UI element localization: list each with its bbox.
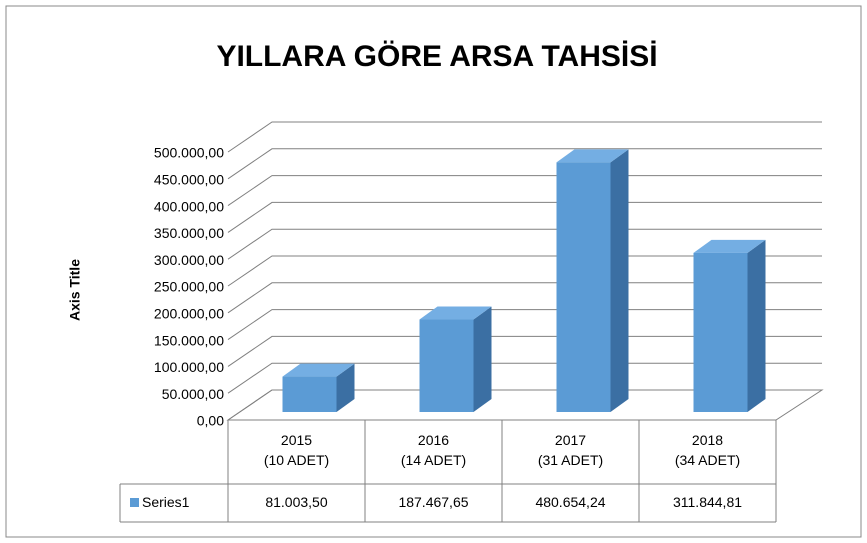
bar-side — [610, 149, 629, 412]
grid-line — [227, 255, 822, 287]
grid-line — [227, 121, 822, 153]
y-tick-label: 450.000,00 — [154, 172, 224, 188]
grid-line — [227, 175, 822, 207]
y-tick-label: 50.000,00 — [162, 386, 224, 402]
bar — [693, 252, 748, 412]
y-tick-label: 350.000,00 — [154, 225, 224, 241]
grid-line — [227, 282, 822, 314]
bar — [419, 319, 474, 412]
data-label: 311.844,81 — [672, 494, 743, 510]
grid-line — [227, 335, 822, 367]
y-tick-label: 0,00 — [197, 413, 224, 429]
y-tick-label: 400.000,00 — [154, 198, 224, 214]
bar-side — [747, 239, 766, 412]
data-label: 480.654,24 — [535, 494, 606, 510]
y-tick-label: 250.000,00 — [154, 279, 224, 295]
grid-line — [227, 309, 822, 341]
y-tick-label: 100.000,00 — [154, 359, 224, 375]
y-tick-label: 150.000,00 — [154, 332, 224, 348]
x-tick-label: 2015 (10 ADET) — [263, 432, 330, 468]
bar — [556, 162, 611, 412]
grid-line — [227, 148, 822, 180]
data-label: 187.467,65 — [398, 494, 469, 510]
x-tick-label: 2016 (14 ADET) — [400, 432, 467, 468]
chart-title: YILLARA GÖRE ARSA TAHSİSİ — [216, 40, 657, 73]
grid-line — [227, 201, 822, 233]
y-axis-title: Axis Title — [67, 259, 83, 321]
bar-side — [336, 363, 355, 412]
x-tick-label: 2017 (31 ADET) — [537, 432, 604, 468]
y-tick-label: 500.000,00 — [154, 145, 224, 161]
data-label: 81.003,50 — [265, 494, 328, 510]
bar-top — [556, 149, 629, 163]
grid-line — [227, 228, 822, 260]
legend-swatch — [130, 498, 139, 507]
bar — [282, 376, 337, 412]
bar-top — [282, 363, 355, 377]
bar-top — [419, 306, 492, 320]
legend-label: Series1 — [142, 494, 190, 510]
grid-line — [227, 362, 822, 394]
y-tick-label: 200.000,00 — [154, 306, 224, 322]
bar-top — [693, 239, 766, 253]
floor — [226, 389, 824, 421]
y-tick-label: 300.000,00 — [154, 252, 224, 268]
bar-side — [473, 306, 492, 412]
x-tick-label: 2018 (34 ADET) — [674, 432, 741, 468]
